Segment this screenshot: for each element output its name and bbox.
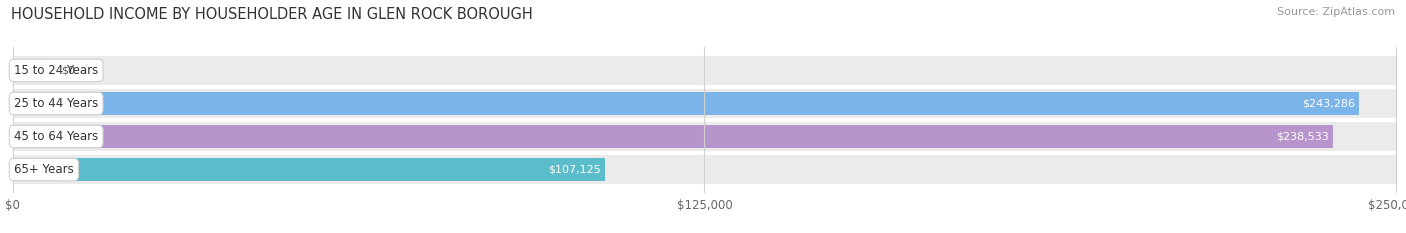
Text: $0: $0 — [60, 65, 75, 75]
Bar — [13, 59, 48, 82]
Bar — [13, 89, 1396, 118]
Bar — [13, 158, 606, 181]
Text: Source: ZipAtlas.com: Source: ZipAtlas.com — [1277, 7, 1395, 17]
Text: 65+ Years: 65+ Years — [14, 163, 73, 176]
Text: 15 to 24 Years: 15 to 24 Years — [14, 64, 98, 77]
Bar — [13, 155, 1396, 185]
Text: 45 to 64 Years: 45 to 64 Years — [14, 130, 98, 143]
Text: HOUSEHOLD INCOME BY HOUSEHOLDER AGE IN GLEN ROCK BOROUGH: HOUSEHOLD INCOME BY HOUSEHOLDER AGE IN G… — [11, 7, 533, 22]
Bar — [13, 122, 1396, 151]
Bar — [13, 55, 1396, 85]
Text: $238,533: $238,533 — [1275, 131, 1329, 141]
Text: $107,125: $107,125 — [548, 164, 602, 175]
Bar — [13, 92, 1360, 115]
Text: $243,286: $243,286 — [1302, 99, 1355, 109]
Text: 25 to 44 Years: 25 to 44 Years — [14, 97, 98, 110]
Bar — [13, 125, 1333, 148]
